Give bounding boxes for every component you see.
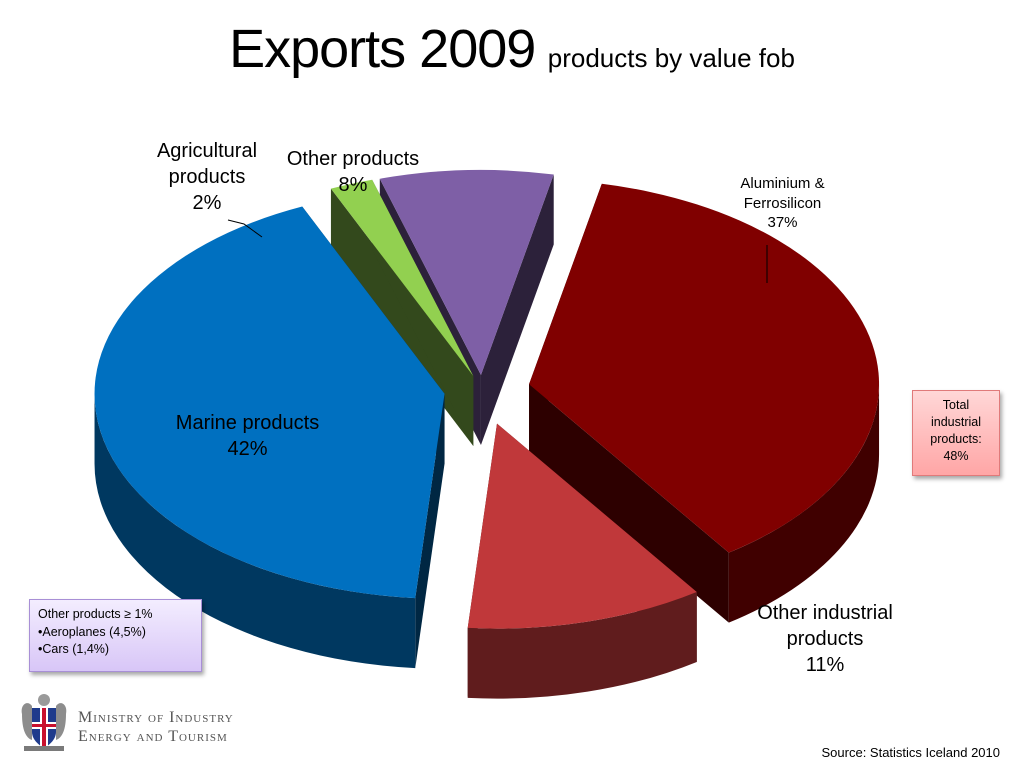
slice-label-other-industrial: Other industrial products 11% <box>730 600 920 678</box>
ministry-name: Ministry of Industry Energy and Tourism <box>78 708 234 746</box>
coat-of-arms-logo <box>21 694 67 751</box>
slice-value-other-industrial: 11% <box>805 654 845 676</box>
slice-label-agricultural: Agricultural products 2% <box>142 138 272 216</box>
slice-label-aluminium: Aluminium & Ferrosilicon 37% <box>700 174 865 233</box>
slice-label-other-industrial-line2: products <box>786 628 864 650</box>
slice-value-marine: 42% <box>227 438 268 460</box>
slice-label-other-industrial-line1: Other industrial <box>757 602 893 624</box>
note-line-1: Other products ≥ 1% <box>38 607 153 621</box>
slice-label-other-products-line1: Other products <box>286 148 420 170</box>
pie-slice-other-industrial-products <box>467 423 697 699</box>
total-line-2: industrial <box>930 414 982 429</box>
slice-value-aluminium: 37% <box>767 214 798 231</box>
note-line-3: •Cars (1,4%) <box>38 642 110 656</box>
pie-slice-marine-products <box>94 206 445 669</box>
total-industrial-callout: Total industrial products: 48% <box>912 390 1000 476</box>
source-note: Source: Statistics Iceland 2010 <box>821 745 1001 760</box>
slice-label-aluminium-line2: Ferrosilicon <box>743 194 822 212</box>
ministry-line-2: Energy and Tourism <box>78 728 228 746</box>
pie-slice-agricultural-products <box>330 179 474 446</box>
slice-label-agricultural-line1: Agricultural <box>156 140 258 162</box>
other-products-note: Other products ≥ 1% •Aeroplanes (4,5%) •… <box>29 599 202 672</box>
slide-title: Exports 2009 products by value fob <box>0 18 1024 80</box>
leader-line-agricultural <box>227 219 263 238</box>
slice-label-aluminium-line1: Aluminium & <box>740 175 825 192</box>
total-line-3: products: <box>930 431 982 446</box>
slice-label-other-products: Other products 8% <box>268 146 438 198</box>
slice-value-agricultural: 2% <box>192 192 222 214</box>
total-line-1: Total <box>942 398 970 412</box>
slice-label-agricultural-line2: products <box>168 166 246 188</box>
slice-label-marine: Marine products 42% <box>140 410 355 462</box>
title-main: Exports 2009 <box>229 19 536 79</box>
slice-value-other-products: 8% <box>338 174 368 196</box>
ministry-line-1: Ministry of Industry <box>78 709 234 726</box>
title-subtitle: products by value fob <box>547 43 795 73</box>
pie-slice-aluminium-ferrosilicon <box>529 183 880 623</box>
note-line-2: •Aeroplanes (4,5%) <box>38 624 146 639</box>
slice-label-marine-line1: Marine products <box>175 412 320 434</box>
total-line-4: 48% <box>943 448 969 463</box>
